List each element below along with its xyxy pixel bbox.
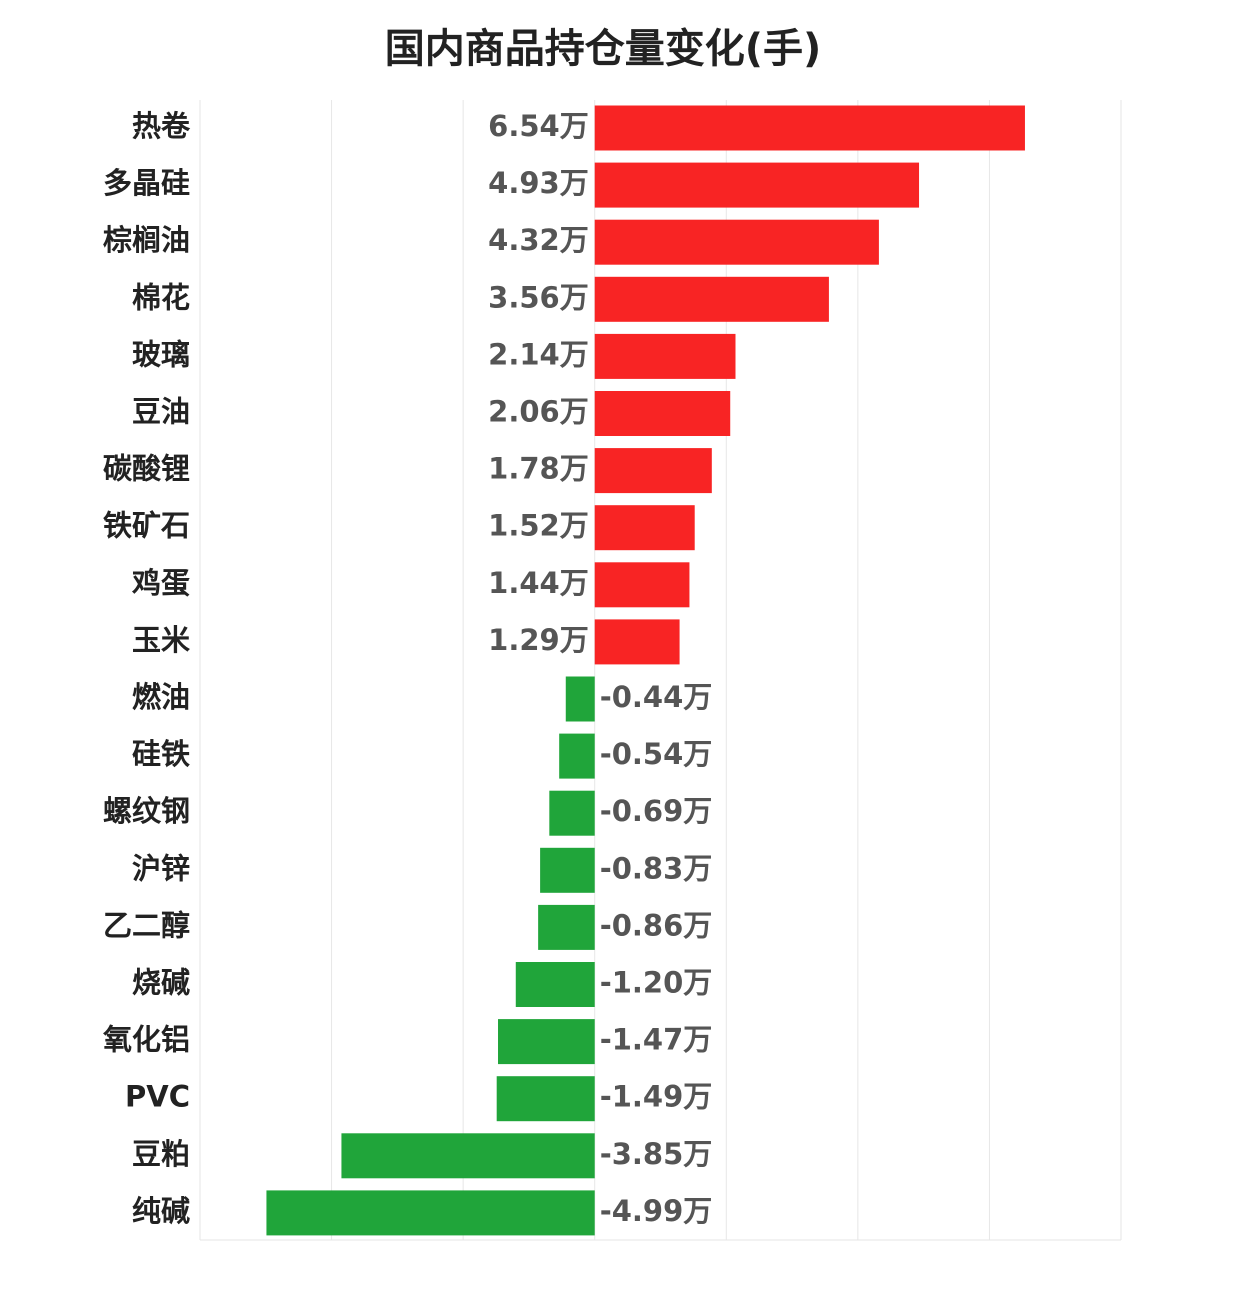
data-label: -1.49万 <box>600 1080 713 1114</box>
data-label: -0.44万 <box>600 680 713 714</box>
bar <box>594 391 731 436</box>
category-label: 螺纹钢 <box>103 794 190 828</box>
data-label: 1.29万 <box>488 623 589 657</box>
category-label: 鸡蛋 <box>132 566 190 600</box>
category-label: 氧化铝 <box>102 1023 190 1057</box>
chart-title: 国内商品持仓量变化(手) <box>385 26 822 72</box>
bar <box>594 162 920 208</box>
category-label: 纯碱 <box>132 1194 190 1228</box>
data-label: 1.52万 <box>488 509 589 543</box>
data-label: -0.83万 <box>600 851 713 885</box>
bar <box>565 676 595 722</box>
category-label: 棉花 <box>132 280 190 314</box>
bar <box>594 276 829 322</box>
category-label: 热卷 <box>132 109 191 143</box>
gridlines <box>199 100 1122 1241</box>
bar <box>594 105 1025 151</box>
category-label: 沪锌 <box>132 851 190 885</box>
data-label: -1.20万 <box>600 966 713 1000</box>
data-label: -0.69万 <box>600 794 713 828</box>
data-label: -1.47万 <box>600 1023 713 1057</box>
bar <box>559 733 595 779</box>
bar <box>515 962 595 1007</box>
bar <box>549 790 595 836</box>
bar <box>594 619 680 665</box>
data-label: 4.93万 <box>488 166 589 200</box>
bar <box>540 847 595 893</box>
bar <box>594 562 690 608</box>
category-label: 豆油 <box>132 395 190 429</box>
category-label: 碳酸锂 <box>103 452 190 486</box>
bar <box>496 1076 595 1122</box>
data-label: 1.44万 <box>488 566 589 600</box>
data-label: -0.54万 <box>600 737 713 771</box>
data-label: -0.86万 <box>600 908 713 942</box>
category-label: 棕榈油 <box>103 223 190 257</box>
category-label: 玉米 <box>132 623 190 657</box>
data-label: 2.14万 <box>488 337 589 371</box>
category-label: 硅铁 <box>132 737 190 771</box>
bar <box>498 1019 595 1065</box>
category-label: 烧碱 <box>132 966 190 1000</box>
data-label: 6.54万 <box>488 109 589 143</box>
data-label: 3.56万 <box>488 280 589 314</box>
data-label: -4.99万 <box>600 1194 713 1228</box>
data-label: 2.06万 <box>488 395 589 429</box>
bar <box>341 1133 595 1179</box>
category-label: 乙二醇 <box>103 908 190 942</box>
category-label: 玻璃 <box>132 337 190 371</box>
bar <box>594 333 736 379</box>
category-label: 豆粕 <box>132 1137 190 1171</box>
data-label: 1.78万 <box>488 452 589 486</box>
bar <box>594 505 695 551</box>
bars <box>266 105 1025 1236</box>
data-label: -3.85万 <box>600 1137 713 1171</box>
data-label: 4.32万 <box>488 223 589 257</box>
bar <box>266 1190 595 1236</box>
bar <box>538 904 595 950</box>
category-label: PVC <box>125 1080 190 1114</box>
category-label: 燃油 <box>132 680 190 714</box>
category-label: 多晶硅 <box>103 166 190 200</box>
bar <box>594 448 712 494</box>
category-label: 铁矿石 <box>103 509 190 543</box>
bar <box>594 219 879 265</box>
